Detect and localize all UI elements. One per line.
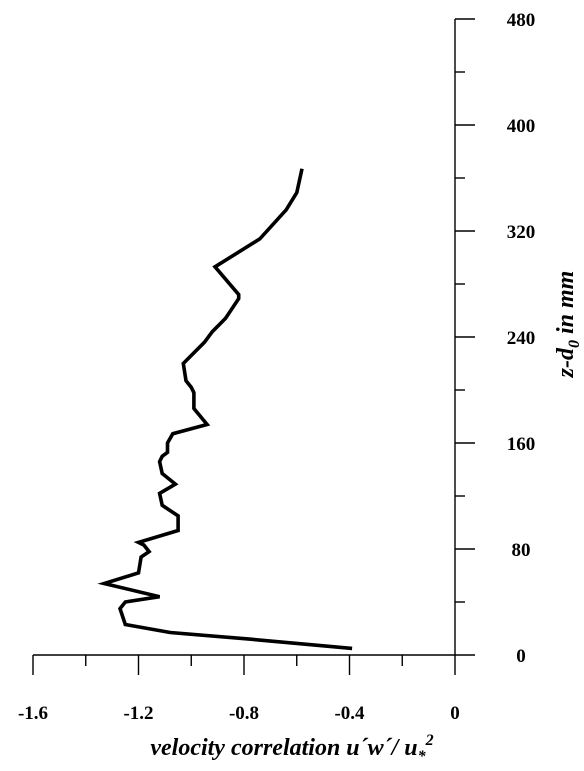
axes — [32, 18, 475, 675]
y-tick-label: 400 — [507, 116, 536, 137]
y-tick-label: 480 — [507, 10, 536, 31]
tick-labels: -1.6 -1.2 -0.8 -0.4 0 0 80 160 240 320 400 480 — [18, 10, 535, 724]
x-tick-label: 0 — [450, 703, 460, 724]
y-tick-label: 320 — [507, 222, 536, 243]
y-tick-label: 0 — [516, 646, 526, 667]
x-tick-label: -1.6 — [18, 703, 48, 724]
x-tick-label: -0.8 — [229, 703, 259, 724]
x-axis-title: velocity correlation u´w´/ u*2 — [150, 732, 433, 765]
y-axis-title-subscript: 0 — [566, 340, 583, 348]
series-layer — [97, 168, 353, 651]
y-tick-label: 240 — [507, 328, 536, 349]
y-tick-label: 160 — [507, 434, 536, 455]
x-axis-title-superscript: 2 — [425, 732, 434, 749]
x-tick-label: -1.2 — [123, 703, 153, 724]
series-line — [97, 168, 353, 651]
y-tick-label: 80 — [512, 540, 531, 561]
y-axis-title: z-d0 in mm — [553, 271, 583, 379]
x-axis-title-subscript: * — [418, 748, 427, 765]
x-tick-label: -0.4 — [334, 703, 365, 724]
y-axis-title-rest: in mm — [553, 271, 579, 340]
